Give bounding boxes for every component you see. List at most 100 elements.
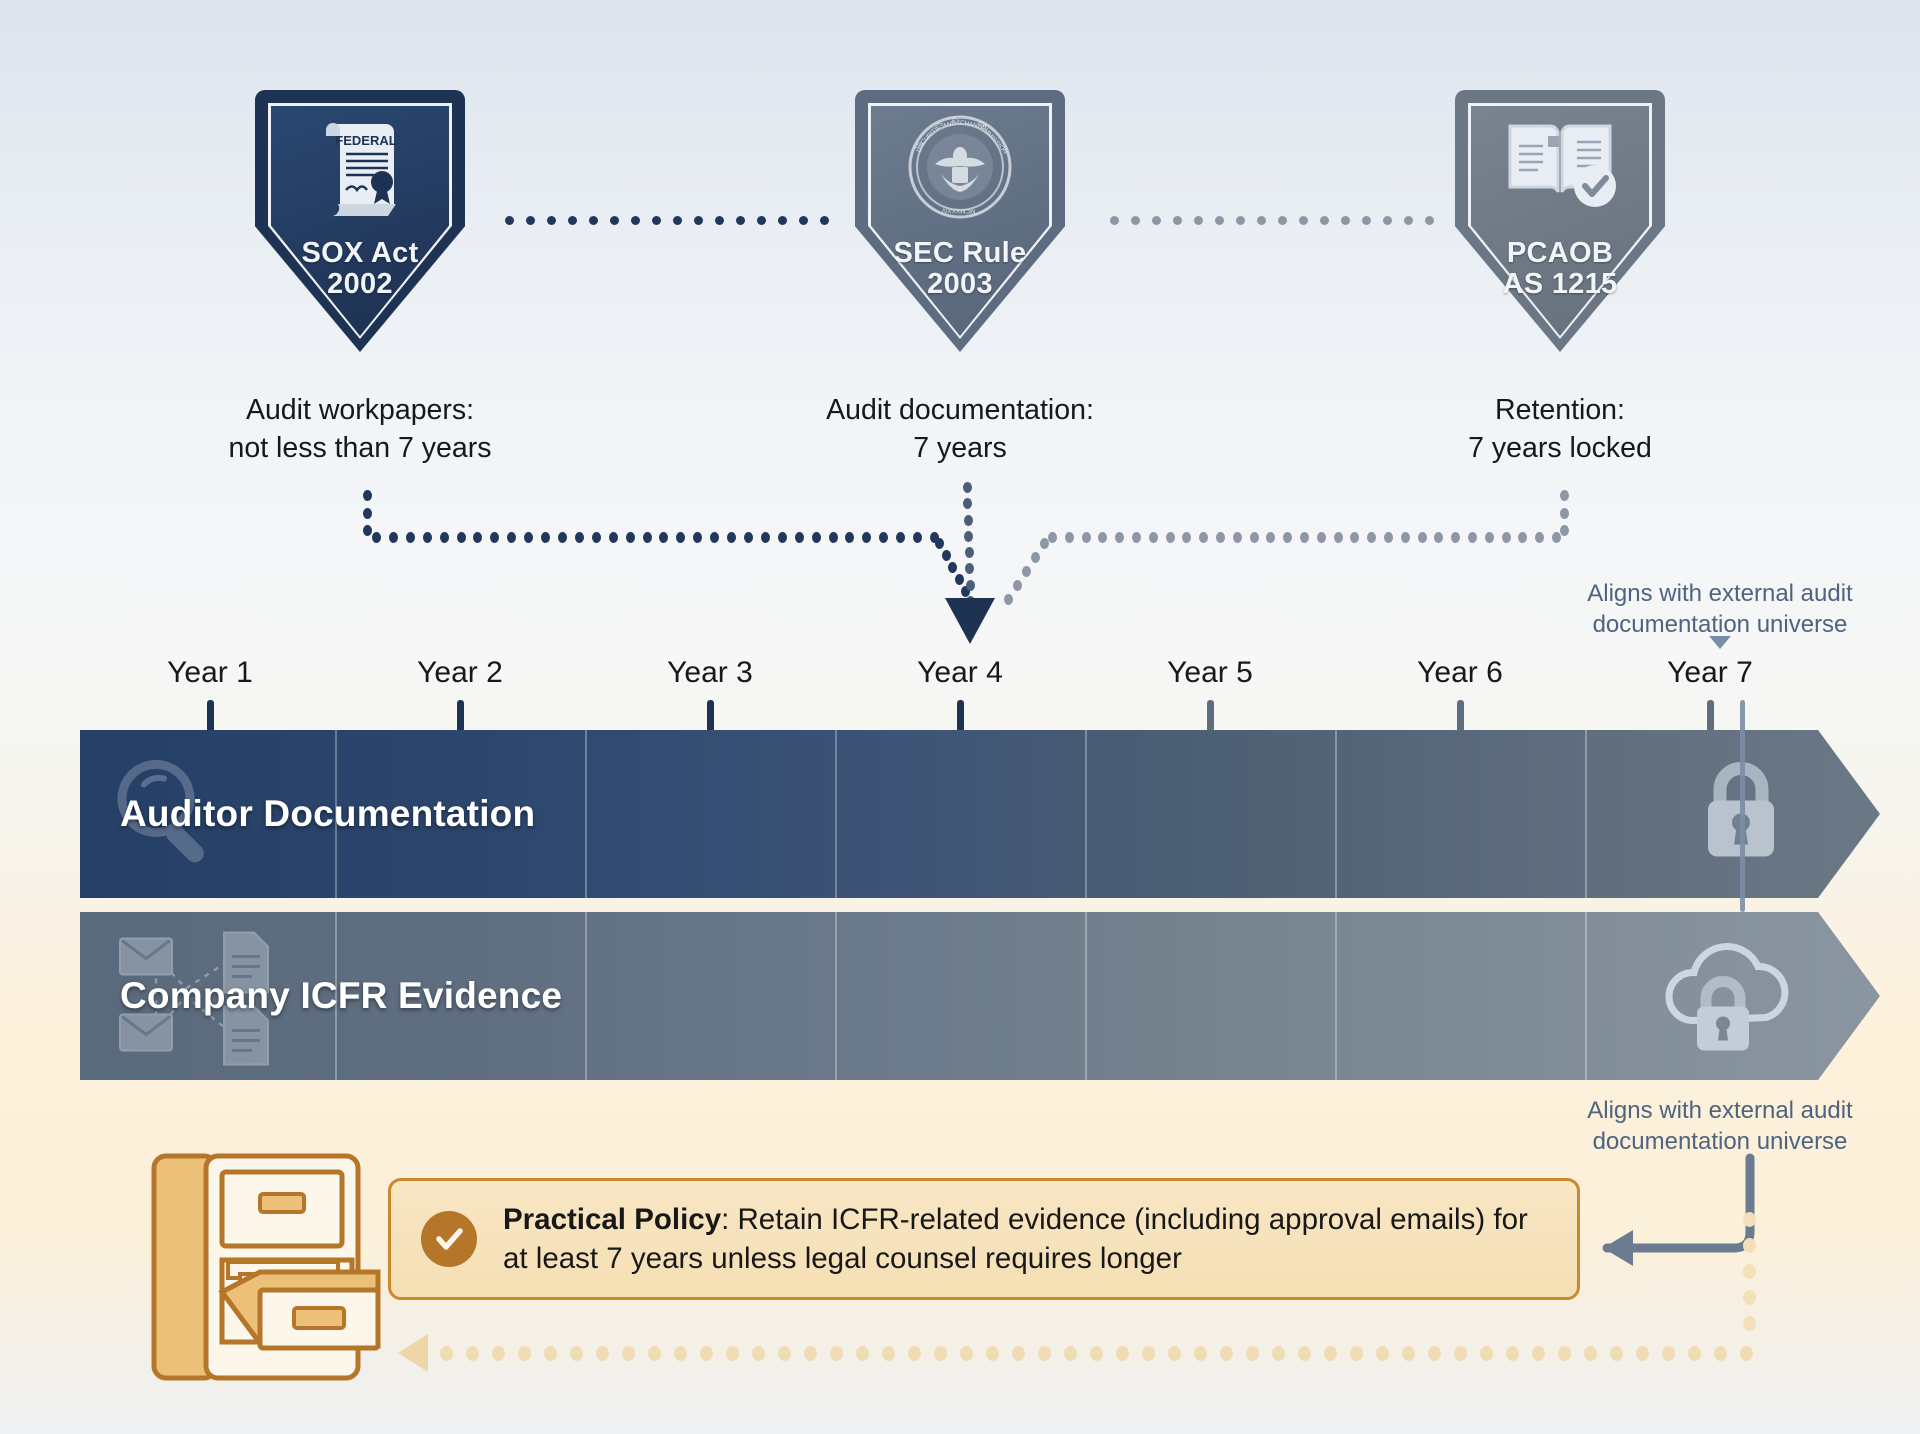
year-tick-3: [707, 700, 714, 732]
dot: [1743, 1238, 1756, 1253]
magnifier-icon: [108, 753, 226, 876]
dot: [490, 532, 500, 543]
dot: [363, 525, 372, 536]
dot: [1610, 1346, 1623, 1361]
dot: [1468, 532, 1477, 543]
policy-bold-label: Practical Policy: [503, 1202, 722, 1236]
dot: [1013, 580, 1022, 591]
annotation-line2: documentation universe: [1592, 611, 1848, 639]
dot: [1116, 1346, 1129, 1361]
bar-auditor-documentation[interactable]: Auditor Documentation: [80, 730, 1880, 898]
shield-label: SEC Rule 2003: [855, 237, 1065, 301]
year-tick-7: [1707, 700, 1714, 732]
dot: [1518, 532, 1528, 543]
dot: [736, 216, 745, 225]
dot: [1636, 1346, 1649, 1361]
dot: [1688, 1346, 1701, 1361]
dot: [1350, 532, 1360, 543]
shield-title-line2: 2002: [327, 268, 393, 301]
dot: [1199, 532, 1209, 543]
year-tick-5: [1207, 700, 1214, 732]
dot: [1743, 1212, 1756, 1227]
year-label-2: Year 2: [417, 656, 503, 689]
dot: [1115, 532, 1125, 543]
dot: [1283, 532, 1293, 543]
dot: [935, 538, 944, 549]
year-tick-4: [957, 700, 964, 732]
year-label-1: Year 1: [167, 656, 253, 689]
dot: [1434, 532, 1444, 543]
dot: [963, 498, 973, 510]
shield-title-line1: PCAOB: [1506, 237, 1614, 269]
dot: [1532, 1346, 1545, 1361]
dot: [659, 532, 669, 543]
dot: [726, 1346, 739, 1361]
dot: [492, 1346, 505, 1361]
dot: [1400, 532, 1410, 543]
year-tick-1: [207, 700, 214, 732]
dot: [777, 532, 787, 543]
dot: [1743, 1316, 1756, 1331]
dot: [828, 532, 838, 543]
bar-company-icfr-evidence[interactable]: Company ICFR Evidence: [80, 912, 1880, 1080]
dot: [1236, 216, 1245, 225]
dot: [1168, 1346, 1181, 1361]
connector-sox-sec: [505, 216, 835, 225]
dot: [1714, 1346, 1727, 1361]
dot: [799, 216, 808, 225]
dot: [1132, 532, 1141, 543]
year-tick-6: [1457, 700, 1464, 732]
dot: [1031, 552, 1040, 563]
bar-segment-divider: [835, 730, 837, 898]
dot: [1341, 216, 1350, 225]
dot: [1131, 216, 1140, 225]
bar-segment-divider: [1585, 912, 1587, 1080]
caption-pcaob: Retention: 7 years locked: [1350, 392, 1770, 467]
dot: [744, 532, 753, 543]
dot: [1454, 1346, 1467, 1361]
dot: [544, 1346, 557, 1361]
bar-segment-divider: [335, 730, 337, 898]
practical-policy-callout: Practical Policy: Retain ICFR-related ev…: [388, 1178, 1580, 1300]
bar-segment-divider: [1085, 912, 1087, 1080]
dot: [961, 586, 971, 597]
bar-segment-divider: [835, 912, 837, 1080]
dot: [965, 579, 975, 591]
dot: [631, 216, 640, 225]
dot: [930, 532, 939, 543]
dot: [526, 216, 535, 225]
dot: [963, 514, 973, 526]
dot: [1232, 532, 1242, 543]
orange-arrowhead-icon: [398, 1334, 428, 1372]
dot: [1246, 1346, 1259, 1361]
dot: [830, 1346, 843, 1361]
file-cabinet-icon: [148, 1150, 400, 1393]
dot: [1425, 216, 1434, 225]
dot: [710, 532, 720, 543]
dot: [1012, 1346, 1025, 1361]
bar-segment-divider: [585, 912, 587, 1080]
dot: [1038, 1346, 1051, 1361]
year-label-6: Year 6: [1417, 656, 1503, 689]
dot: [1182, 532, 1192, 543]
dot: [948, 562, 958, 573]
dot: [608, 532, 618, 543]
svg-text:FEDERAL: FEDERAL: [335, 133, 396, 148]
dot: [820, 216, 829, 225]
dot: [1004, 594, 1013, 605]
dot: [1316, 532, 1326, 543]
dot: [1743, 1264, 1756, 1279]
dot: [752, 1346, 765, 1361]
dot: [1402, 1346, 1415, 1361]
dot: [811, 532, 821, 543]
cloud-lock-icon: [1654, 935, 1804, 1058]
dot: [1215, 216, 1224, 225]
shield-title-line2: 2003: [927, 268, 993, 301]
dot: [964, 530, 974, 542]
dot: [1257, 216, 1266, 225]
federal-scroll-icon: FEDERAL: [255, 112, 465, 224]
dot: [1333, 532, 1343, 543]
dot: [673, 216, 682, 225]
